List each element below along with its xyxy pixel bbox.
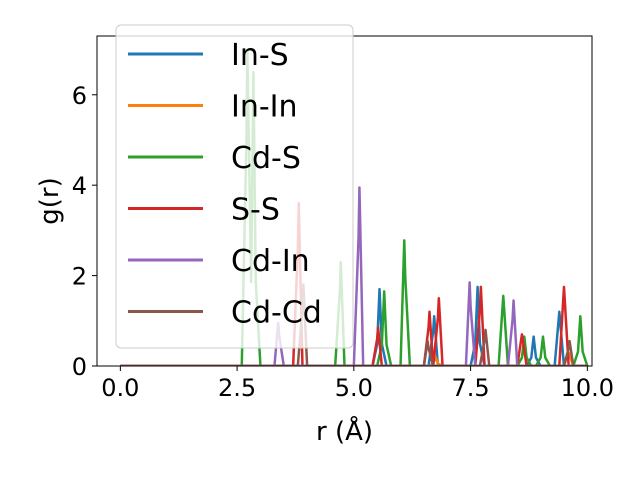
x-tick-label: 10.0 xyxy=(561,374,614,402)
y-tick-label: 0 xyxy=(72,353,87,381)
legend-label: In-In xyxy=(231,90,298,125)
x-tick-label: 7.5 xyxy=(451,374,489,402)
legend-label: Cd-S xyxy=(231,141,301,176)
x-tick-label: 2.5 xyxy=(218,374,256,402)
legend-item: In-S xyxy=(128,38,289,73)
legend-item: In-In xyxy=(128,90,298,125)
x-tick-label: 5.0 xyxy=(335,374,373,402)
series-line-cd-in xyxy=(120,186,588,366)
legend-label: S-S xyxy=(231,193,280,228)
y-tick-label: 6 xyxy=(72,82,87,110)
series-layer xyxy=(120,48,589,366)
y-tick-label: 2 xyxy=(72,263,87,291)
legend-item: Cd-In xyxy=(128,244,310,279)
x-tick-label: 0.0 xyxy=(101,374,139,402)
legend-label: In-S xyxy=(231,38,289,73)
legend-label: Cd-In xyxy=(231,244,310,279)
y-axis-ticks: 0 2 4 6 xyxy=(72,82,97,381)
legend-item: Cd-Cd xyxy=(128,296,322,331)
legend-item: S-S xyxy=(128,193,280,228)
x-axis-ticks: 0.0 2.5 5.0 7.5 10.0 xyxy=(101,366,614,402)
legend-item: Cd-S xyxy=(128,141,301,176)
y-axis-label: g(r) xyxy=(35,177,65,224)
legend-label: Cd-Cd xyxy=(231,296,322,331)
y-tick-label: 4 xyxy=(72,172,87,200)
legend: In-S In-In Cd-S S-S Cd-In Cd-Cd xyxy=(115,24,354,349)
x-axis-label: r (Å) xyxy=(316,415,373,447)
